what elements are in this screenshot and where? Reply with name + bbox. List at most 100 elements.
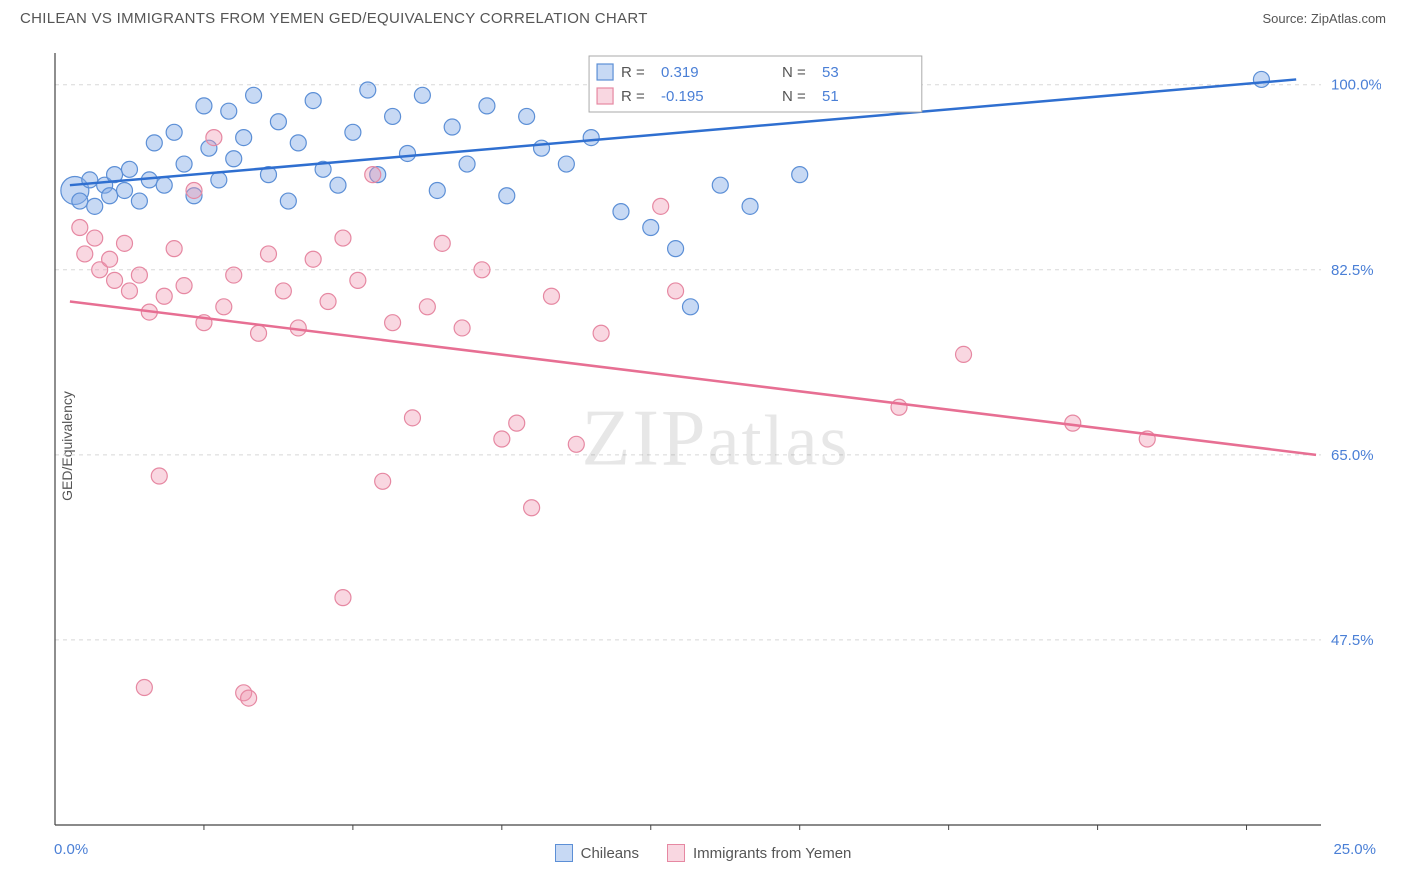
legend-r-value: 0.319 bbox=[661, 64, 699, 81]
data-point bbox=[643, 219, 659, 235]
data-point bbox=[524, 500, 540, 516]
data-point bbox=[251, 325, 267, 341]
data-point bbox=[583, 130, 599, 146]
data-point bbox=[221, 103, 237, 119]
data-point bbox=[241, 690, 257, 706]
data-point bbox=[82, 172, 98, 188]
data-point bbox=[568, 436, 584, 452]
data-point bbox=[131, 193, 147, 209]
data-point bbox=[668, 241, 684, 257]
data-point bbox=[270, 114, 286, 130]
chart-title: CHILEAN VS IMMIGRANTS FROM YEMEN GED/EQU… bbox=[20, 10, 648, 27]
data-point bbox=[494, 431, 510, 447]
data-point bbox=[459, 156, 475, 172]
legend-r-value: -0.195 bbox=[661, 88, 704, 105]
data-point bbox=[136, 680, 152, 696]
data-point bbox=[534, 140, 550, 156]
bottom-legend: Chileans Immigrants from Yemen bbox=[0, 844, 1406, 862]
legend-n-value: 53 bbox=[822, 64, 839, 81]
data-point bbox=[474, 262, 490, 278]
data-point bbox=[131, 267, 147, 283]
chart-source: Source: ZipAtlas.com bbox=[1262, 11, 1386, 26]
legend-item: Chileans bbox=[555, 844, 639, 862]
data-point bbox=[742, 198, 758, 214]
legend-label: Immigrants from Yemen bbox=[693, 845, 851, 862]
data-point bbox=[176, 156, 192, 172]
data-point bbox=[72, 193, 88, 209]
data-point bbox=[246, 87, 262, 103]
data-point bbox=[156, 177, 172, 193]
data-point bbox=[176, 278, 192, 294]
data-point bbox=[335, 230, 351, 246]
data-point bbox=[87, 230, 103, 246]
legend-swatch bbox=[555, 844, 573, 862]
data-point bbox=[226, 267, 242, 283]
legend-item: Immigrants from Yemen bbox=[667, 844, 851, 862]
data-point bbox=[117, 182, 133, 198]
data-point bbox=[260, 246, 276, 262]
data-point bbox=[385, 108, 401, 124]
data-point bbox=[330, 177, 346, 193]
plot-area: 47.5%65.0%82.5%100.0%R =0.319N =53R =-0.… bbox=[50, 48, 1381, 830]
data-point bbox=[360, 82, 376, 98]
data-point bbox=[434, 235, 450, 251]
data-point bbox=[102, 188, 118, 204]
data-point bbox=[613, 204, 629, 220]
data-point bbox=[712, 177, 728, 193]
data-point bbox=[682, 299, 698, 315]
data-point bbox=[87, 198, 103, 214]
data-point bbox=[543, 288, 559, 304]
data-point bbox=[166, 241, 182, 257]
data-point bbox=[320, 294, 336, 310]
data-point bbox=[399, 145, 415, 161]
data-point bbox=[186, 182, 202, 198]
data-point bbox=[365, 167, 381, 183]
chart-header: CHILEAN VS IMMIGRANTS FROM YEMEN GED/EQU… bbox=[0, 0, 1406, 35]
data-point bbox=[166, 124, 182, 140]
data-point bbox=[290, 135, 306, 151]
data-point bbox=[211, 172, 227, 188]
data-point bbox=[335, 590, 351, 606]
data-point bbox=[350, 272, 366, 288]
legend-swatch bbox=[597, 64, 613, 80]
data-point bbox=[558, 156, 574, 172]
data-point bbox=[102, 251, 118, 267]
data-point bbox=[509, 415, 525, 431]
svg-text:82.5%: 82.5% bbox=[1331, 262, 1374, 279]
data-point bbox=[499, 188, 515, 204]
data-point bbox=[653, 198, 669, 214]
data-point bbox=[454, 320, 470, 336]
data-point bbox=[121, 161, 137, 177]
data-point bbox=[519, 108, 535, 124]
data-point bbox=[375, 473, 391, 489]
data-point bbox=[226, 151, 242, 167]
legend-swatch bbox=[667, 844, 685, 862]
data-point bbox=[305, 93, 321, 109]
data-point bbox=[151, 468, 167, 484]
data-point bbox=[305, 251, 321, 267]
data-point bbox=[404, 410, 420, 426]
data-point bbox=[107, 272, 123, 288]
legend-n-label: N = bbox=[782, 64, 806, 81]
data-point bbox=[72, 219, 88, 235]
data-point bbox=[444, 119, 460, 135]
legend-label: Chileans bbox=[581, 845, 639, 862]
data-point bbox=[206, 130, 222, 146]
legend-r-label: R = bbox=[621, 64, 645, 81]
data-point bbox=[156, 288, 172, 304]
data-point bbox=[429, 182, 445, 198]
data-point bbox=[280, 193, 296, 209]
legend-swatch bbox=[597, 88, 613, 104]
data-point bbox=[668, 283, 684, 299]
svg-text:65.0%: 65.0% bbox=[1331, 447, 1374, 464]
scatter-chart: 47.5%65.0%82.5%100.0%R =0.319N =53R =-0.… bbox=[50, 48, 1381, 830]
data-point bbox=[146, 135, 162, 151]
data-point bbox=[117, 235, 133, 251]
trend-line bbox=[70, 302, 1316, 455]
data-point bbox=[345, 124, 361, 140]
data-point bbox=[593, 325, 609, 341]
data-point bbox=[121, 283, 137, 299]
legend-n-value: 51 bbox=[822, 88, 839, 105]
svg-text:100.0%: 100.0% bbox=[1331, 77, 1381, 94]
data-point bbox=[419, 299, 435, 315]
